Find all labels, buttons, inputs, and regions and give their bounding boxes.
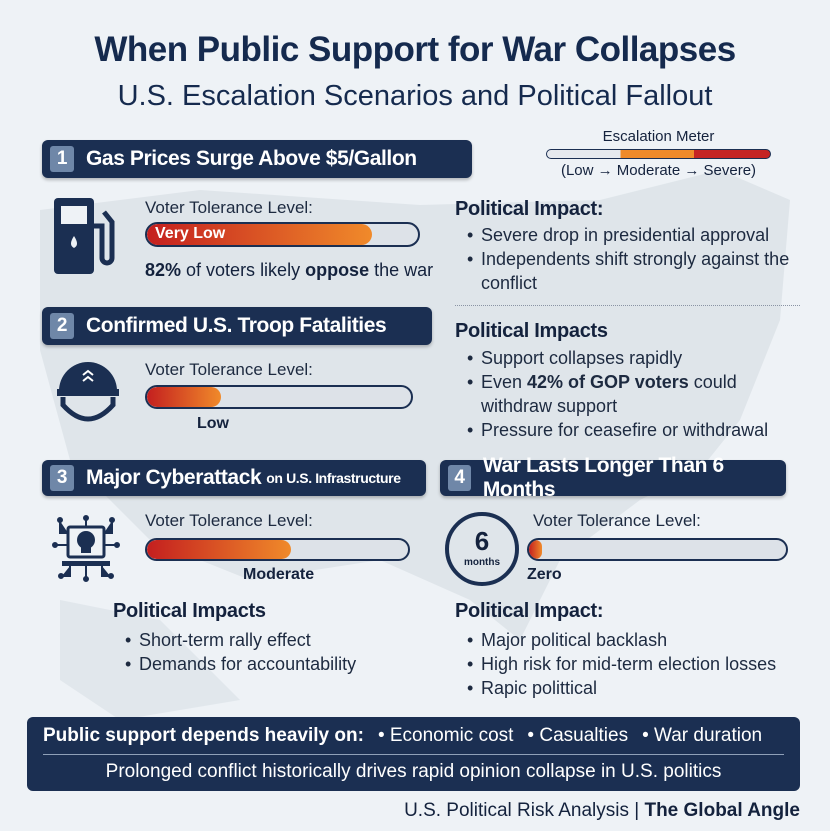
oppose-stat: 82% of voters likely oppose the war <box>145 260 433 281</box>
summary-box: Public support depends heavily on: • Eco… <box>27 717 800 791</box>
clock-number: 6 <box>474 526 490 556</box>
scenario-number: 4 <box>448 465 471 491</box>
divider <box>455 305 800 306</box>
scenario-title: Gas Prices Surge Above $5/Gallon <box>86 147 417 170</box>
summary-note: Prolonged conflict historically drives r… <box>105 761 722 782</box>
summary-factors: Public support depends heavily on: • Eco… <box>27 717 800 747</box>
helmet-icon <box>57 362 119 422</box>
summary-divider <box>43 754 784 755</box>
impact-title: Political Impacts <box>455 320 608 342</box>
tolerance-level: Zero <box>527 566 562 583</box>
scenario-title: Major Cyberattack <box>86 466 262 489</box>
tolerance-fill <box>147 540 291 559</box>
scenario-4-header: 4 War Lasts Longer Than 6 Months <box>440 454 786 501</box>
tolerance-label: Voter Tolerance Level: <box>145 360 313 379</box>
impact-item: Support collapses rapidly <box>465 346 805 370</box>
scenario-title: Confirmed U.S. Troop Fatalities <box>86 314 387 337</box>
stat-text: of voters likely <box>181 260 306 280</box>
tolerance-bar: Very Low <box>145 222 420 247</box>
tolerance-bar <box>145 385 413 409</box>
scenario-3-header: 3 Major Cyberattack on U.S. Infrastructure <box>42 460 426 496</box>
impact-title: Political Impact: <box>455 600 604 622</box>
page-title: When Public Support for War Collapses <box>94 30 736 69</box>
meter-legend: (Low → Moderate → Severe) <box>560 162 757 179</box>
tolerance-level: Moderate <box>243 566 315 583</box>
scenario-title: War Lasts Longer Than 6 Months <box>482 454 724 501</box>
impact-text: Even <box>481 372 528 392</box>
stat-value: 82% <box>145 260 182 280</box>
impact-list: Major political backlashHigh risk for mi… <box>465 628 815 700</box>
stat-text-end: the war <box>369 260 434 280</box>
meter-label: Escalation Meter <box>602 128 715 145</box>
scenario-2-header: 2 Confirmed U.S. Troop Fatalities <box>42 307 432 345</box>
source-text: U.S. Political Risk Analysis | <box>404 800 645 821</box>
impact-item: Major political backlash <box>465 628 815 652</box>
factor-item: • Economic cost <box>377 725 514 746</box>
scenario-number: 2 <box>50 313 74 339</box>
tolerance-label: Voter Tolerance Level: <box>145 511 313 530</box>
tolerance-label: Voter Tolerance Level: <box>533 511 701 530</box>
clock-icon: 6 months <box>445 512 519 586</box>
stat-bold: oppose <box>305 260 370 280</box>
impact-title: Political Impact: <box>455 198 604 220</box>
tolerance-fill <box>529 540 542 559</box>
impact-text: could withdraw support <box>481 372 737 416</box>
meter-bar <box>546 149 771 159</box>
clock-unit: months <box>463 557 501 568</box>
tolerance-fill <box>147 387 221 407</box>
summary-lead: Public support depends heavily on: <box>43 725 364 746</box>
impact-item: Independents shift strongly against the … <box>465 247 805 295</box>
impact-item: Even 42% of GOP voters could withdraw su… <box>465 370 805 418</box>
factor-text: Casualties <box>539 725 629 746</box>
tolerance-level: Low <box>197 415 229 432</box>
factor-item: • Casualties <box>527 725 629 746</box>
source-credit: U.S. Political Risk Analysis | The Globa… <box>404 800 800 822</box>
impact-bold: 42% of GOP voters <box>527 372 689 392</box>
factor-item: • War duration <box>642 725 763 746</box>
gas-pump-icon <box>54 198 115 274</box>
scenario-number: 3 <box>50 465 74 491</box>
impact-list: Support collapses rapidlyEven 42% of GOP… <box>465 346 805 442</box>
impact-list: Short-term rally effectDemands for accou… <box>123 628 423 676</box>
page-subtitle: U.S. Escalation Scenarios and Political … <box>117 80 713 112</box>
tolerance-bar <box>145 538 410 561</box>
scenario-number: 1 <box>50 146 74 172</box>
factor-text: War duration <box>654 725 763 746</box>
impact-item: Demands for accountability <box>123 652 423 676</box>
cyber-skull-laptop-icon <box>52 515 120 582</box>
scenario-1-header: 1 Gas Prices Surge Above $5/Gallon <box>42 140 472 178</box>
brand-name: The Global Angle <box>644 800 800 821</box>
impact-list: Severe drop in presidential approvalInde… <box>465 223 805 295</box>
impact-item: Severe drop in presidential approval <box>465 223 805 247</box>
impact-item: Pressure for ceasefire or withdrawal <box>465 418 805 442</box>
impact-item: Short-term rally effect <box>123 628 423 652</box>
impact-title: Political Impacts <box>113 600 266 622</box>
tolerance-bar <box>527 538 788 561</box>
tolerance-fill: Very Low <box>147 224 372 245</box>
factor-text: Economic cost <box>389 725 514 746</box>
scenario-subtitle: on U.S. Infrastructure <box>266 470 401 486</box>
impact-item: Rapic polittical <box>465 676 815 700</box>
impact-item: High risk for mid-term election losses <box>465 652 815 676</box>
escalation-meter: Escalation Meter (Low → Moderate → Sever… <box>546 128 771 179</box>
tolerance-label: Voter Tolerance Level: <box>145 198 313 217</box>
